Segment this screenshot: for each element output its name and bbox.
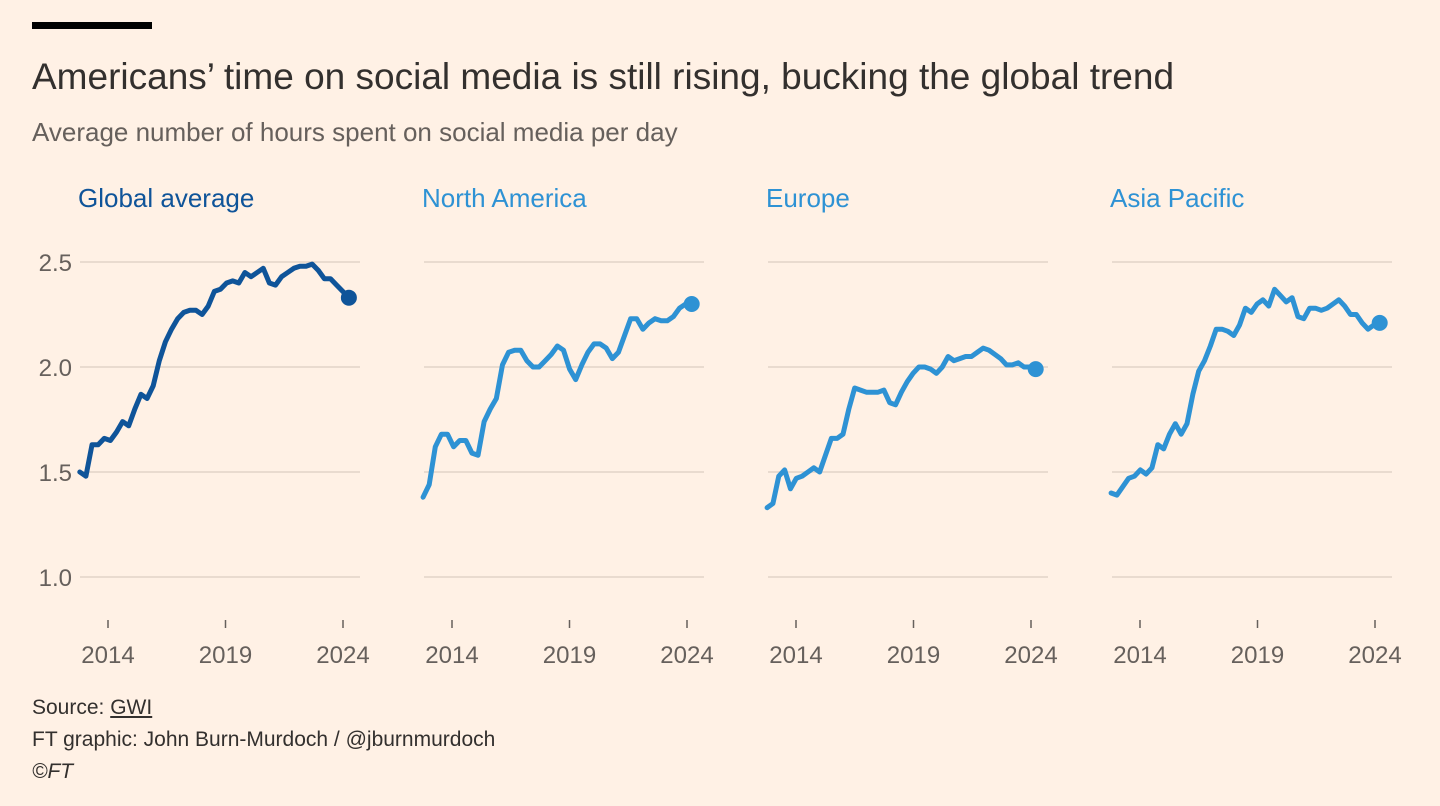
y-tick-label: 2.5 (39, 250, 72, 277)
x-tick-label: 2014 (769, 642, 822, 669)
x-tick-label: 2014 (425, 642, 478, 669)
copyright: ©FT (32, 760, 74, 783)
latest-value-dot (683, 296, 700, 312)
panel-title: Asia Pacific (1110, 183, 1244, 213)
panel-title: Europe (766, 183, 850, 213)
panel-title: Global average (78, 183, 254, 213)
y-tick-label: 2.0 (39, 355, 72, 382)
source-label: Source: (32, 696, 111, 719)
series-line (764, 345, 1039, 511)
panel-title: North America (422, 183, 587, 213)
y-tick-label: 1.0 (39, 565, 72, 592)
x-tick-label: 2024 (660, 642, 713, 669)
panel-global-average: Global average 1.0 1.5 2.0 2.5 2014 2019 2024 (39, 183, 370, 669)
x-tick-label: 2019 (887, 642, 940, 669)
series-line (420, 301, 695, 500)
series-line (1108, 286, 1383, 498)
credit-line: FT graphic: John Burn-Murdoch / @jburnmu… (32, 728, 496, 751)
x-tick-label: 2024 (1004, 642, 1057, 669)
latest-value-dot (1371, 314, 1388, 331)
source-link[interactable]: GWI (110, 696, 153, 719)
panel-asia-pacific: Asia Pacific 2014 2019 2024 (1108, 183, 1402, 669)
chart-title: Americans’ time on social media is still… (32, 56, 1175, 97)
panel-north-america: North America 2014 2019 2024 (420, 183, 714, 669)
latest-value-dot (1027, 361, 1044, 378)
x-tick-label: 2024 (1348, 642, 1401, 669)
source-line: Source: GWI (32, 696, 152, 720)
y-tick-label: 1.5 (39, 460, 72, 487)
x-tick-label: 2019 (543, 642, 596, 669)
x-tick-label: 2024 (316, 642, 369, 669)
latest-value-dot (340, 289, 357, 306)
x-tick-label: 2019 (1231, 642, 1284, 669)
x-tick-label: 2014 (1113, 642, 1166, 669)
series-line (77, 261, 352, 479)
x-tick-label: 2014 (81, 642, 134, 669)
panel-europe: Europe 2014 2019 2024 (764, 183, 1058, 669)
chart-subtitle: Average number of hours spent on social … (32, 117, 678, 147)
ft-top-rule (32, 22, 152, 29)
x-tick-label: 2019 (199, 642, 252, 669)
